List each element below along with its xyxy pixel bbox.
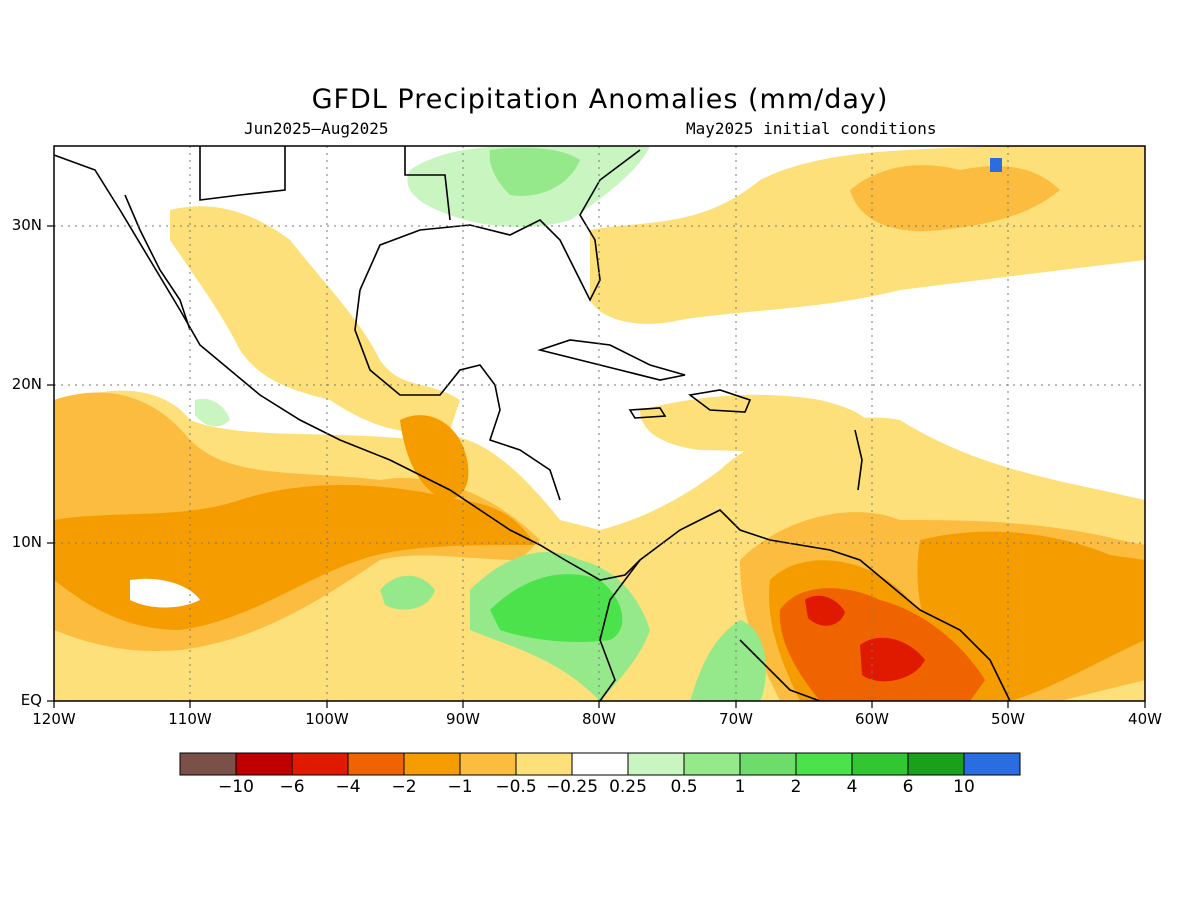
lon-label: 90W [446, 710, 480, 728]
coastline [599, 559, 641, 701]
lat-label: EQ [20, 691, 42, 709]
coastline [628, 407, 667, 419]
lon-label: 60W [855, 710, 889, 728]
axis-ticks [47, 225, 1146, 708]
colorbar-swatch [291, 752, 349, 776]
anomaly-region [400, 415, 469, 500]
colorbar-label: 10 [953, 777, 975, 797]
colorbar-swatch [235, 752, 293, 776]
initial-conditions: May2025 initial conditions [686, 119, 937, 138]
anomaly-region [195, 398, 230, 427]
colorbar [179, 752, 1021, 776]
anomaly-region [170, 206, 460, 433]
coastline [537, 339, 686, 381]
coastline [739, 639, 821, 701]
colorbar-swatch [515, 752, 573, 776]
lon-label: 40W [1128, 710, 1162, 728]
anomaly-region [860, 637, 925, 682]
colorbar-swatch [851, 752, 909, 776]
colorbar-swatch [907, 752, 965, 776]
colorbar-label: −6 [279, 777, 305, 797]
anomaly-region [805, 595, 845, 626]
colorbar-label: −2 [391, 777, 417, 797]
colorbar-label: 0.25 [609, 777, 647, 797]
colorbar-label: −4 [335, 777, 361, 797]
colorbar-swatch [179, 752, 237, 776]
lon-label: 80W [582, 710, 616, 728]
colorbar-swatch [627, 752, 685, 776]
anomaly-region [489, 147, 580, 196]
colorbar-swatch [963, 752, 1021, 776]
lat-label: 30N [11, 216, 42, 234]
lon-label: 120W [32, 710, 76, 728]
graticule [54, 146, 1145, 701]
coastline [54, 154, 1011, 701]
lat-label: 20N [11, 375, 42, 393]
colorbar-swatch [403, 752, 461, 776]
colorbar-label: −0.5 [495, 777, 537, 797]
lat-label: 10N [11, 533, 42, 551]
colorbar-label: −0.25 [545, 777, 599, 797]
colorbar-label: −1 [447, 777, 473, 797]
colorbar-swatch [795, 752, 853, 776]
coastlines [54, 146, 1011, 701]
coastline [688, 389, 752, 413]
anomaly-region [640, 394, 873, 455]
colorbar-swatch [739, 752, 797, 776]
coastline [199, 146, 286, 201]
colorbar-label: 4 [846, 777, 858, 797]
coastline [359, 149, 641, 302]
coastline [404, 146, 451, 221]
coastline [124, 194, 191, 331]
anomaly-region [380, 575, 435, 610]
colorbar-swatch [571, 752, 629, 776]
colorbar-label: −10 [218, 777, 254, 797]
lon-label: 70W [719, 710, 753, 728]
anomaly-region [917, 531, 1145, 701]
lon-label: 50W [991, 710, 1025, 728]
anomaly-region [990, 158, 1002, 172]
colorbar-swatch [347, 752, 405, 776]
colorbar-label: 2 [790, 777, 802, 797]
map-title: GFDL Precipitation Anomalies (mm/day) [311, 84, 889, 115]
coastline [354, 289, 561, 501]
colorbar-swatch [459, 752, 517, 776]
anomaly-region [490, 574, 623, 642]
forecast-period: Jun2025–Aug2025 [244, 119, 389, 138]
colorbar-label: 0.5 [670, 777, 698, 797]
colorbar-label: 6 [902, 777, 914, 797]
coastline [854, 429, 863, 491]
anomaly-region [130, 578, 200, 608]
lon-label: 110W [168, 710, 212, 728]
colorbar-label: 1 [734, 777, 746, 797]
lon-label: 100W [305, 710, 349, 728]
colorbar-swatch [683, 752, 741, 776]
